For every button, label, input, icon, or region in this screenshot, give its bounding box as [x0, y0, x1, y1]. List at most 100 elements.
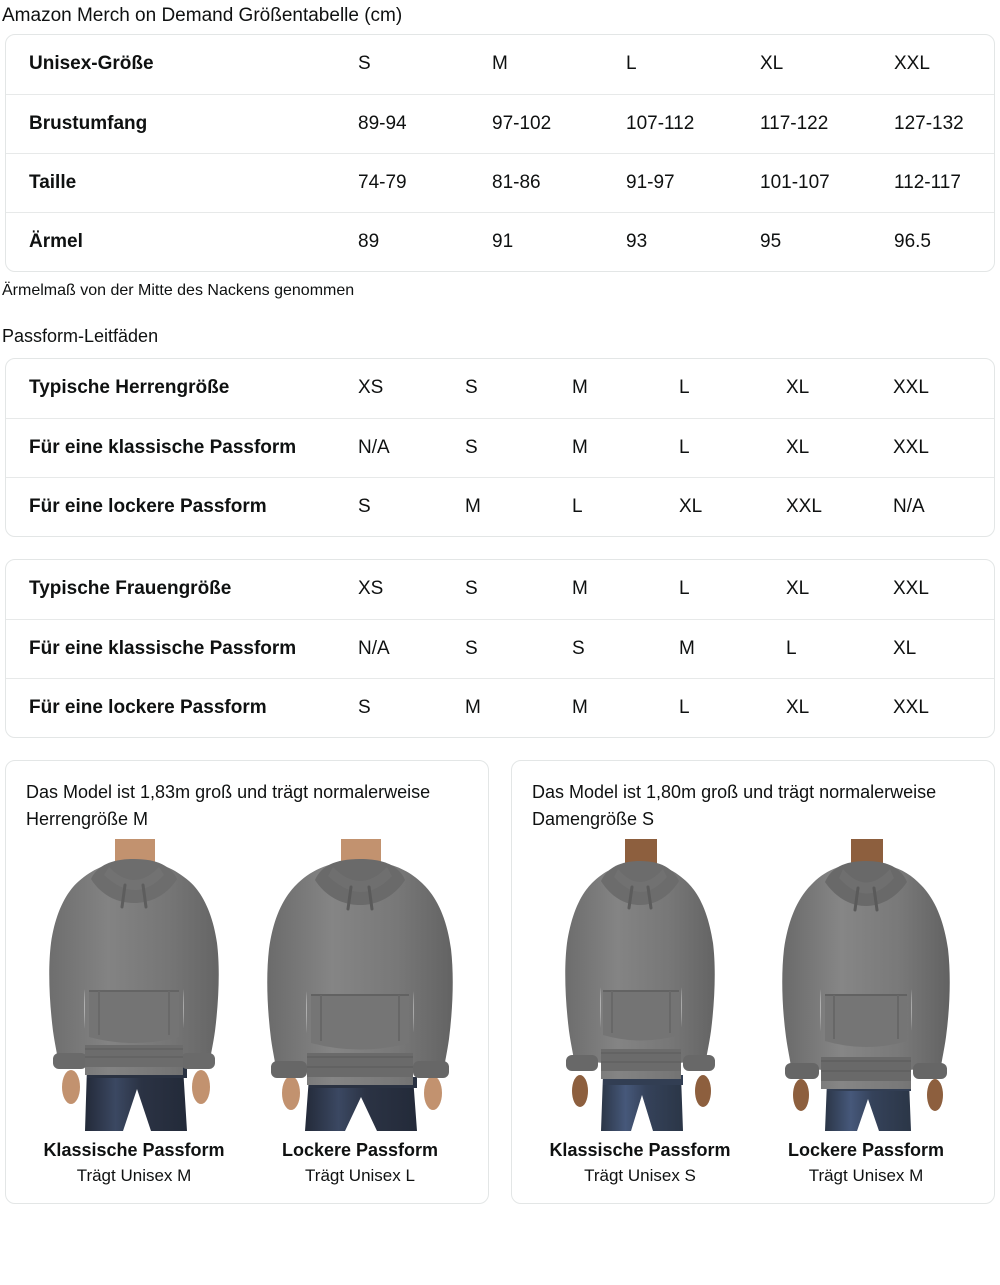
model-captions-men: Klassische Passform Trägt Unisex M Locke… [26, 1131, 468, 1189]
women-relaxed-5: XXL [893, 677, 994, 737]
women-typical-5: XXL [893, 578, 929, 600]
sleeve-xxl: 96.5 [894, 211, 994, 271]
table-row: Taille 74-79 81-86 91-97 101-107 112-117 [6, 152, 994, 212]
caption-subtitle: Trägt Unisex M [808, 1166, 924, 1185]
size-chart-grid: Unisex-Größe S M L XL XXL Brustumfang 89… [6, 35, 994, 271]
row-label-women-typical: Typische Frauengröße [29, 578, 232, 600]
fit-guide-men-table: Typische Herrengröße XS S M L XL XXL Für… [5, 358, 995, 537]
caption-men-classic: Klassische Passform Trägt Unisex M [26, 1137, 242, 1189]
model-cards-row: Das Model ist 1,83m groß und trägt norma… [0, 738, 1000, 1204]
row-label-women-relaxed: Für eine lockere Passform [6, 677, 358, 737]
sleeve-m: 91 [492, 211, 626, 271]
model-description-women: Das Model ist 1,80m groß und trägt norma… [532, 782, 937, 829]
table-row: Typische Frauengröße XS S M L XL XXL [6, 560, 994, 619]
men-classic-0: N/A [358, 417, 465, 477]
women-typical-3: L [679, 578, 690, 600]
waist-s: 74-79 [358, 152, 492, 212]
women-typical-2: M [572, 578, 588, 600]
sleeve-measure-note: Ärmelmaß von der Mitte des Nackens genom… [2, 282, 355, 299]
table-row: Für eine lockere Passform S M M L XL XXL [6, 677, 994, 737]
size-header-l: L [626, 53, 637, 75]
chest-xl: 117-122 [760, 93, 894, 153]
women-relaxed-4: XL [786, 677, 893, 737]
chest-xxl: 127-132 [894, 93, 994, 153]
women-classic-5: XL [893, 618, 994, 678]
waist-xl: 101-107 [760, 152, 894, 212]
men-typical-4: XL [786, 377, 810, 399]
women-relaxed-1: M [465, 677, 572, 737]
men-classic-1: S [465, 417, 572, 477]
men-relaxed-2: L [572, 476, 679, 536]
sleeve-l: 93 [626, 211, 760, 271]
model-figures-women [532, 839, 974, 1131]
men-classic-3: L [679, 417, 786, 477]
men-typical-1: S [465, 377, 478, 399]
size-header-label: Unisex-Größe [29, 53, 154, 75]
chest-m: 97-102 [492, 93, 626, 153]
men-classic-2: M [572, 417, 679, 477]
model-description-men: Das Model ist 1,83m groß und trägt norma… [26, 782, 431, 829]
sleeve-xl: 95 [760, 211, 894, 271]
waist-xxl: 112-117 [894, 152, 994, 212]
chest-l: 107-112 [626, 93, 760, 153]
waist-l: 91-97 [626, 152, 760, 212]
table-row: Für eine lockere Passform S M L XL XXL N… [6, 476, 994, 536]
men-relaxed-0: S [358, 476, 465, 536]
men-relaxed-1: M [465, 476, 572, 536]
row-label-men-classic: Für eine klassische Passform [6, 417, 358, 477]
size-header-xl: XL [760, 53, 784, 75]
model-photo-women-classic [532, 839, 748, 1131]
fit-guide-men-grid: Typische Herrengröße XS S M L XL XXL Für… [6, 359, 994, 536]
caption-women-relaxed: Lockere Passform Trägt Unisex M [758, 1137, 974, 1189]
caption-women-classic: Klassische Passform Trägt Unisex S [532, 1137, 748, 1189]
fit-guide-women-grid: Typische Frauengröße XS S M L XL XXL Für… [6, 560, 994, 737]
table-row: Brustumfang 89-94 97-102 107-112 117-122… [6, 93, 994, 153]
table-row-header: Unisex-Größe S M L XL XXL [6, 35, 994, 94]
women-classic-4: L [786, 618, 893, 678]
model-card-women: Das Model ist 1,80m groß und trägt norma… [511, 760, 995, 1204]
size-header-m: M [492, 53, 508, 75]
table-row: Für eine klassische Passform N/A S S M L… [6, 618, 994, 678]
women-typical-1: S [465, 578, 478, 600]
women-relaxed-2: M [572, 677, 679, 737]
model-captions-women: Klassische Passform Trägt Unisex S Locke… [532, 1131, 974, 1189]
waist-m: 81-86 [492, 152, 626, 212]
women-typical-0: XS [358, 578, 384, 600]
size-header-s: S [358, 53, 371, 75]
fit-tables-spacer [0, 537, 1000, 559]
table-row: Typische Herrengröße XS S M L XL XXL [6, 359, 994, 418]
chest-s: 89-94 [358, 93, 492, 153]
row-label-waist: Taille [6, 152, 358, 212]
caption-subtitle: Trägt Unisex L [305, 1166, 415, 1185]
men-typical-3: L [679, 377, 690, 399]
row-label-chest: Brustumfang [6, 93, 358, 153]
row-label-men-typical: Typische Herrengröße [29, 377, 230, 399]
row-label-sleeve: Ärmel [6, 211, 358, 271]
caption-title: Klassische Passform [43, 1140, 225, 1160]
caption-subtitle: Trägt Unisex S [584, 1166, 696, 1185]
women-classic-2: S [572, 618, 679, 678]
caption-men-relaxed: Lockere Passform Trägt Unisex L [252, 1137, 468, 1189]
size-header-xxl: XXL [894, 53, 930, 75]
women-relaxed-0: S [358, 677, 465, 737]
men-classic-4: XL [786, 417, 893, 477]
women-classic-0: N/A [358, 618, 465, 678]
caption-title: Lockere Passform [787, 1140, 945, 1160]
sleeve-s: 89 [358, 211, 492, 271]
women-relaxed-3: L [679, 677, 786, 737]
men-typical-0: XS [358, 377, 384, 399]
table-row: Für eine klassische Passform N/A S M L X… [6, 417, 994, 477]
men-relaxed-4: XXL [786, 476, 893, 536]
caption-title: Klassische Passform [549, 1140, 731, 1160]
model-card-men: Das Model ist 1,83m groß und trägt norma… [5, 760, 489, 1204]
model-figures-men [26, 839, 468, 1131]
caption-subtitle: Trägt Unisex M [76, 1166, 192, 1185]
table-row: Ärmel 89 91 93 95 96.5 [6, 211, 994, 271]
model-photo-men-relaxed [252, 839, 468, 1131]
row-label-men-relaxed: Für eine lockere Passform [6, 476, 358, 536]
women-classic-3: M [679, 618, 786, 678]
men-typical-2: M [572, 377, 588, 399]
size-chart-table: Unisex-Größe S M L XL XXL Brustumfang 89… [5, 34, 995, 272]
fit-guide-women-table: Typische Frauengröße XS S M L XL XXL Für… [5, 559, 995, 738]
caption-title: Lockere Passform [281, 1140, 439, 1160]
